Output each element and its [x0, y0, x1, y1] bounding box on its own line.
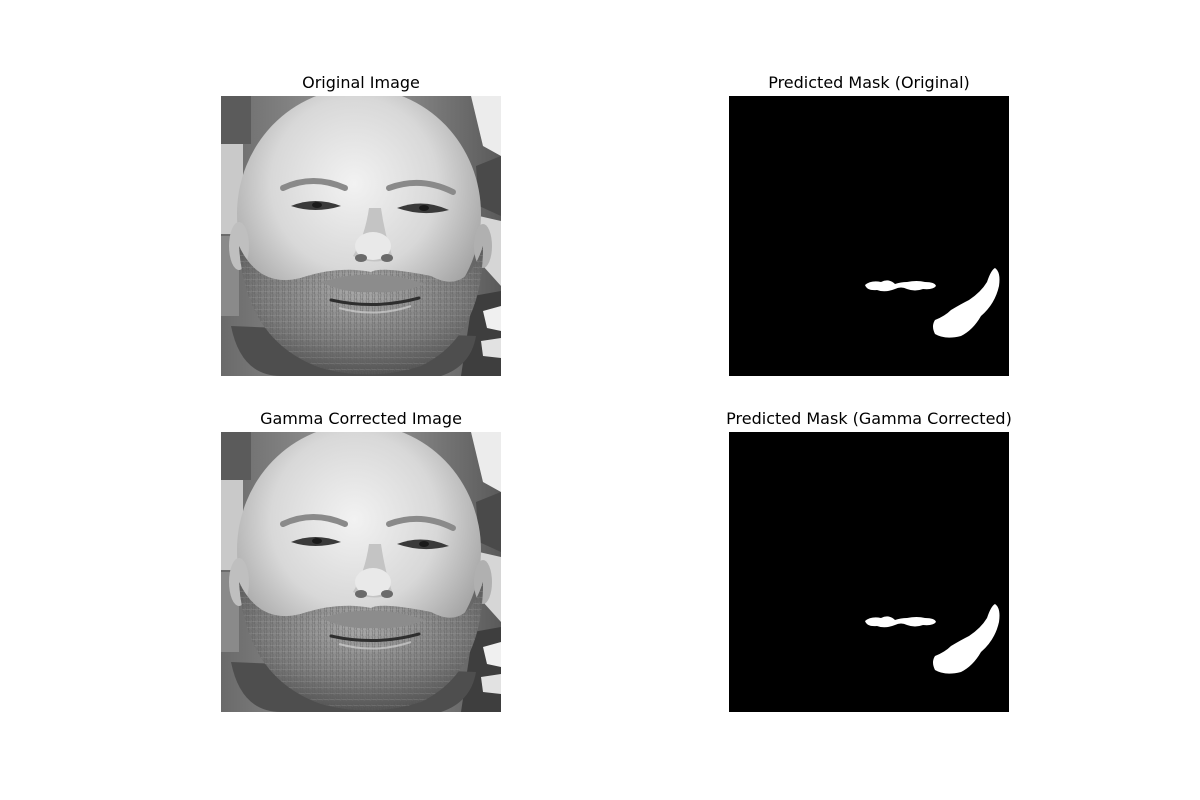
panel-title: Predicted Mask (Original) — [768, 73, 970, 92]
predicted-mask-gamma-image — [729, 432, 1009, 712]
panel-title: Gamma Corrected Image — [260, 409, 462, 428]
panel-title: Predicted Mask (Gamma Corrected) — [726, 409, 1012, 428]
gamma-corrected-face-photo — [221, 432, 501, 712]
panel-title: Original Image — [302, 73, 420, 92]
original-face-photo — [221, 96, 501, 376]
predicted-mask-original-image — [729, 96, 1009, 376]
